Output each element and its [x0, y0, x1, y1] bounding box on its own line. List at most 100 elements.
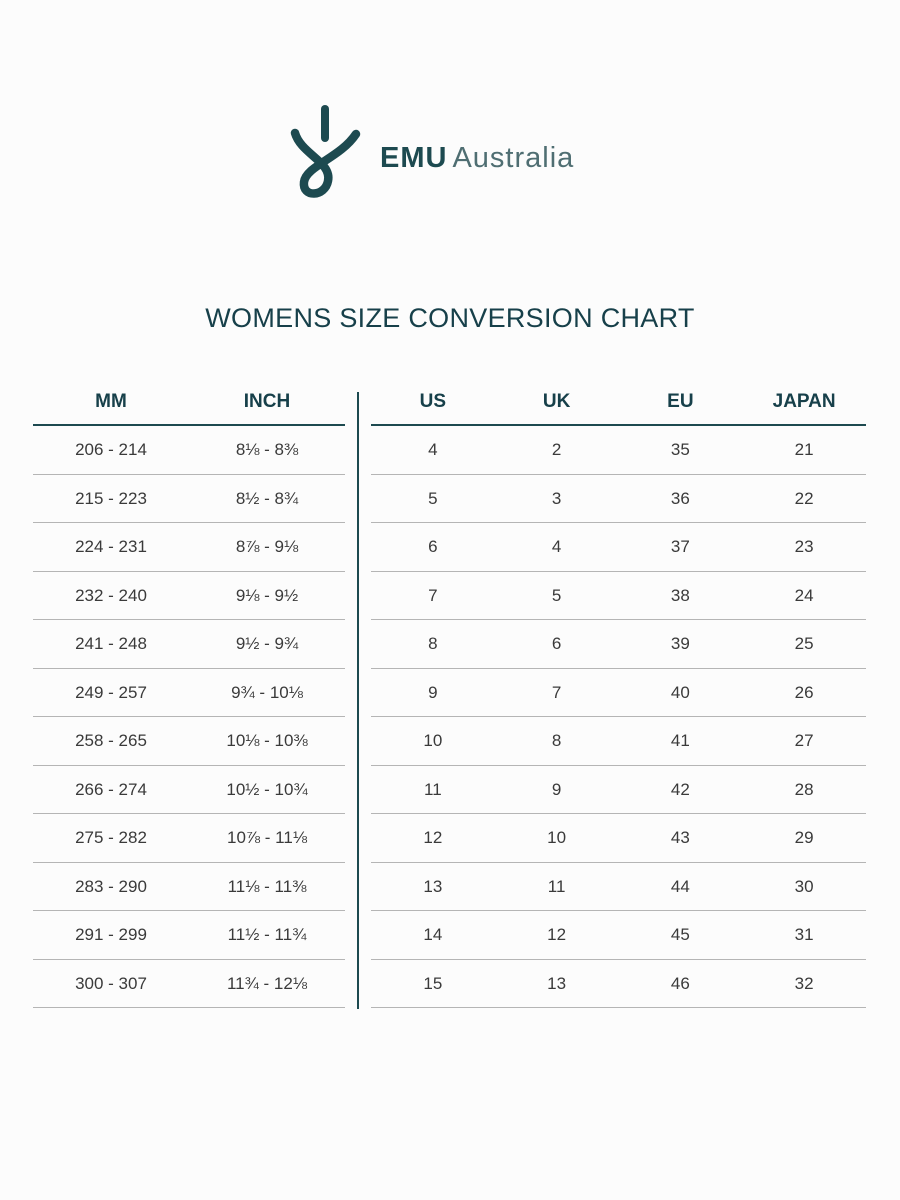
table-row: 266 - 274 10½ - 10¾: [33, 766, 345, 814]
us-cell: 7: [428, 585, 438, 605]
table-row: 206 - 214 8⅛ - 8⅜: [33, 426, 345, 475]
mm-cell: 249 - 257: [75, 682, 147, 702]
table-row: 6 4 37 23: [371, 523, 866, 572]
uk-cell: 6: [551, 634, 562, 653]
japan-cell: 30: [794, 876, 814, 896]
mm-cell: 283 - 290: [75, 876, 147, 896]
table-row: 9 7 40 26: [371, 669, 866, 717]
japan-cell: 29: [794, 828, 814, 847]
table-row: 275 - 282 10⅞ - 11⅛: [33, 814, 345, 863]
us-cell: 8: [428, 634, 438, 653]
page-title: WOMENS SIZE CONVERSION CHART: [205, 303, 695, 333]
us-cell: 6: [428, 537, 438, 556]
table-row: 215 - 223 8½ - 8¾: [33, 475, 345, 523]
us-cell: 10: [423, 731, 443, 750]
inch-cell: 11⅛ - 11⅜: [227, 876, 307, 896]
eu-cell: 42: [670, 779, 690, 799]
us-cell: 5: [428, 488, 438, 508]
table-row: 5 3 36 22: [371, 475, 866, 523]
table-row: 300 - 307 11¾ - 12⅛: [33, 960, 345, 1008]
inch-cell: 9⅛ - 9½: [235, 585, 299, 605]
mm-cell: 206 - 214: [75, 440, 147, 459]
mm-cell: 258 - 265: [75, 731, 147, 750]
inch-cell: 10⅛ - 10⅜: [226, 731, 308, 750]
inch-cell: 10½ - 10¾: [226, 779, 308, 799]
eu-cell: 38: [670, 585, 690, 605]
us-cell: 15: [423, 973, 443, 993]
japan-cell: 24: [794, 585, 814, 605]
uk-cell: 8: [551, 731, 562, 750]
inch-cell: 8½ - 8¾: [235, 488, 299, 508]
mm-cell: 275 - 282: [75, 828, 147, 847]
inch-cell: 9½ - 9¾: [235, 634, 299, 653]
table-row: 4 2 35 21: [371, 426, 866, 475]
inch-cell: 11¾ - 12⅛: [226, 973, 308, 993]
us-cell: 4: [428, 440, 438, 459]
eu-cell: 39: [670, 634, 690, 653]
uk-cell: 4: [551, 537, 562, 556]
table-row: 14 12 45 31: [371, 911, 866, 960]
inch-cell: 8⅛ - 8⅜: [235, 440, 299, 459]
column-header-mm: MM: [95, 391, 127, 412]
eu-cell: 43: [670, 828, 690, 847]
eu-cell: 46: [670, 973, 690, 993]
mm-cell: 266 - 274: [75, 779, 147, 799]
table-row: 258 - 265 10⅛ - 10⅜: [33, 717, 345, 766]
uk-cell: 2: [551, 440, 562, 459]
table-row: 283 - 290 11⅛ - 11⅜: [33, 863, 345, 911]
table-row: 10 8 41 27: [371, 717, 866, 766]
inch-cell: 11½ - 11¾: [227, 925, 307, 944]
japan-cell: 28: [794, 779, 814, 799]
table-row: 15 13 46 32: [371, 960, 866, 1008]
brand-logo: EMU Australia: [288, 104, 618, 204]
uk-cell: 7: [551, 682, 562, 702]
regional-size-table: US UK EU JAPAN 4 2 35 21 5 3 36 22 6 4 37 23 7 5 38 24 8…: [371, 382, 866, 1008]
uk-cell: 12: [547, 925, 567, 944]
table-body: 206 - 214 8⅛ - 8⅜ 215 - 223 8½ - 8¾ 224 - 23…: [33, 426, 345, 1008]
japan-cell: 26: [794, 682, 814, 702]
column-header-eu: EU: [667, 391, 694, 412]
column-header-us: US: [419, 391, 447, 412]
brand-name-bold: EMU: [380, 142, 448, 174]
us-cell: 14: [423, 925, 443, 944]
brand-name: EMU Australia: [380, 144, 574, 173]
mm-cell: 291 - 299: [75, 925, 147, 944]
inch-cell: 8⅞ - 9⅛: [235, 537, 299, 556]
japan-cell: 23: [794, 537, 814, 556]
mm-cell: 215 - 223: [75, 488, 147, 508]
eu-cell: 41: [670, 731, 690, 750]
uk-cell: 5: [551, 585, 562, 605]
table-row: 8 6 39 25: [371, 620, 866, 669]
table-header: MM INCH: [33, 382, 345, 426]
eu-cell: 40: [670, 682, 690, 702]
column-header-japan: JAPAN: [772, 391, 836, 412]
table-row: 249 - 257 9¾ - 10⅛: [33, 669, 345, 717]
mm-cell: 241 - 248: [75, 634, 147, 653]
table-row: 232 - 240 9⅛ - 9½: [33, 572, 345, 620]
table-row: 224 - 231 8⅞ - 9⅛: [33, 523, 345, 572]
japan-cell: 31: [794, 925, 814, 944]
uk-cell: 9: [551, 779, 562, 799]
table-row: 13 11 44 30: [371, 863, 866, 911]
eu-cell: 36: [670, 488, 690, 508]
japan-cell: 22: [794, 488, 814, 508]
eu-cell: 37: [670, 537, 690, 556]
table-divider: [357, 392, 359, 1009]
brand-name-light: Australia: [452, 142, 575, 174]
table-row: 11 9 42 28: [371, 766, 866, 814]
us-cell: 13: [423, 876, 443, 896]
us-cell: 9: [428, 682, 438, 702]
table-row: 241 - 248 9½ - 9¾: [33, 620, 345, 669]
column-header-inch: INCH: [243, 391, 291, 412]
mm-cell: 232 - 240: [75, 585, 147, 605]
japan-cell: 21: [794, 440, 814, 459]
japan-cell: 27: [794, 731, 814, 750]
inch-cell: 9¾ - 10⅛: [231, 682, 303, 702]
japan-cell: 25: [794, 634, 814, 653]
table-row: 12 10 43 29: [371, 814, 866, 863]
eu-cell: 44: [670, 876, 690, 896]
us-cell: 12: [423, 828, 443, 847]
mm-cell: 300 - 307: [75, 973, 147, 993]
mm-cell: 224 - 231: [75, 537, 147, 556]
table-row: 291 - 299 11½ - 11¾: [33, 911, 345, 960]
